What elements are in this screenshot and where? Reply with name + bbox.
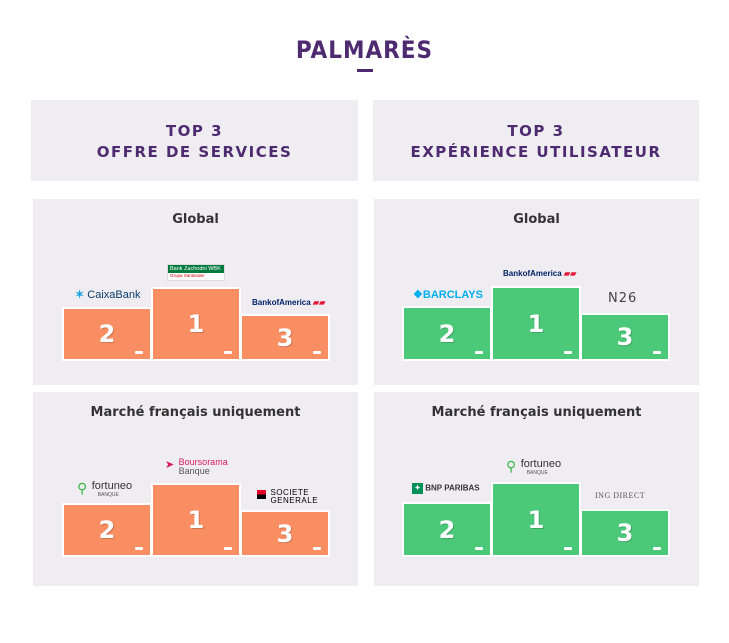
panel-title: Global [172, 212, 219, 227]
panel-title: Marché français uniquement [90, 405, 301, 420]
podium-third: 3 [580, 313, 670, 361]
panel-services-france: Marché français uniquement ⚲ fortuneo BA… [33, 392, 358, 586]
panel-experience-global: Global ❖BARCLAYS BankofAmerica ▰▰ N26 2 … [374, 199, 699, 385]
podium-first: 1 [151, 287, 241, 361]
eagle-icon: ❖ [413, 289, 423, 301]
header-experience: TOP 3 EXPÉRIENCE UTILISATEUR [373, 100, 699, 181]
podium-first: 1 [491, 286, 581, 361]
panel-title: Marché français uniquement [431, 405, 642, 420]
podium-first: 1 [151, 483, 241, 557]
podium-first: 1 [491, 482, 581, 557]
bnpparibas-logo: ✦ BNP PARIBAS [412, 483, 480, 494]
sg-square-icon [257, 490, 266, 499]
panel-title: Global [513, 212, 560, 227]
fortuneo-logo: ⚲ fortuneo BANQUE [77, 480, 133, 498]
page-title: PALMARÈS [295, 36, 434, 64]
flag-icon: ▰▰ [312, 298, 326, 307]
header-experience-line1: TOP 3 [507, 122, 565, 140]
fortuneo-logo: ⚲ fortuneo BANQUE [506, 458, 562, 476]
podium-second: 2 [402, 502, 492, 557]
header-services-line1: TOP 3 [165, 122, 224, 140]
chevron-icon: ➤ [165, 459, 175, 471]
header-experience-line2: EXPÉRIENCE UTILISATEUR [410, 143, 662, 161]
panel-experience-france: Marché français uniquement ✦ BNP PARIBAS… [374, 392, 699, 586]
caixabank-logo: ✶ CaixaBank [75, 289, 141, 301]
bankofamerica-logo: BankofAmerica ▰▰ [252, 298, 326, 307]
boursorama-logo: ➤ Boursorama Banque [165, 457, 228, 476]
barclays-logo: ❖BARCLAYS [413, 289, 483, 301]
figure-icon: ⚲ [77, 480, 88, 496]
bzwbk-logo: Bank Zachodni WBK Grupa Santander [167, 264, 225, 281]
stars-icon: ✦ [412, 483, 423, 494]
title-underline [357, 69, 373, 72]
podium-third: 3 [580, 509, 670, 557]
n26-logo: N26 [608, 291, 638, 306]
header-services-line2: OFFRE DE SERVICES [96, 143, 293, 161]
ingdirect-logo: ING DIRECT [595, 491, 646, 500]
header-services: TOP 3 OFFRE DE SERVICES [31, 100, 358, 181]
podium-third: 3 [240, 314, 330, 361]
panel-services-global: Global ✶ CaixaBank Bank Zachodni WBK Gru… [33, 199, 358, 385]
figure-icon: ⚲ [506, 458, 517, 474]
bankofamerica-logo: BankofAmerica ▰▰ [503, 269, 577, 278]
podium-third: 3 [240, 510, 330, 557]
podium-second: 2 [62, 307, 152, 361]
podium-second: 2 [402, 306, 492, 361]
podium-second: 2 [62, 503, 152, 557]
societegenerale-logo: SOCIETE GENERALE [257, 489, 318, 508]
flag-icon: ▰▰ [563, 269, 577, 278]
star-icon: ✶ [75, 289, 85, 301]
